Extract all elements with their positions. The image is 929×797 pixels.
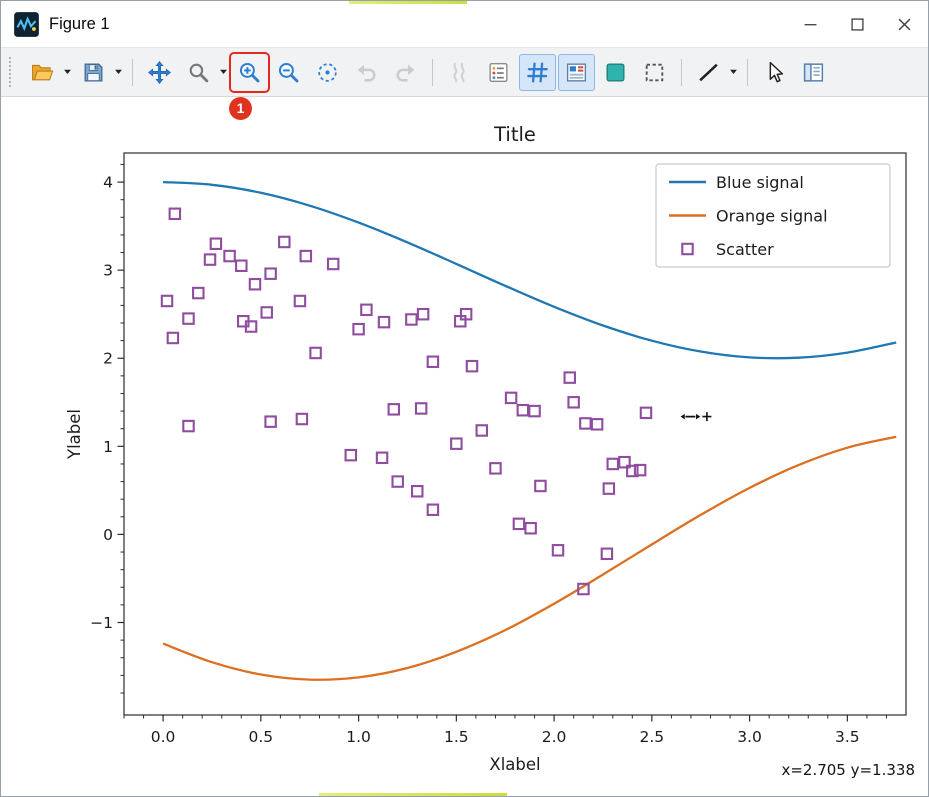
toolbar-separator bbox=[747, 58, 748, 86]
caret-down-icon bbox=[219, 63, 228, 81]
cursor-coordinates: x=2.705 y=1.338 bbox=[781, 761, 915, 779]
zoom-out-icon bbox=[276, 60, 301, 85]
panel-icon bbox=[801, 60, 826, 85]
signal-icon bbox=[447, 60, 472, 85]
subplots-button[interactable] bbox=[558, 53, 595, 91]
grid-button[interactable] bbox=[519, 53, 556, 91]
select-region-button[interactable] bbox=[636, 54, 673, 91]
toolbar: 1 bbox=[1, 47, 928, 120]
minimize-button[interactable] bbox=[787, 1, 834, 47]
parameters-icon bbox=[486, 60, 511, 85]
caret-down-icon bbox=[729, 63, 738, 81]
folder-open-icon bbox=[30, 60, 55, 85]
signal-button[interactable] bbox=[441, 54, 478, 91]
zoom-out-button[interactable] bbox=[270, 54, 307, 91]
plot-canvas[interactable] bbox=[1, 96, 928, 796]
caret-down-icon bbox=[114, 63, 123, 81]
annotation-step-badge: 1 bbox=[229, 96, 252, 120]
magnifier-icon bbox=[186, 60, 211, 85]
subplots-icon bbox=[564, 60, 589, 85]
parameters-button[interactable] bbox=[480, 54, 517, 91]
side-panel-button[interactable] bbox=[795, 54, 832, 91]
pan-icon bbox=[147, 60, 172, 85]
screen-artifact-bottom bbox=[319, 793, 507, 796]
screen-artifact-top bbox=[349, 1, 467, 4]
zoom-in-button[interactable]: 1 bbox=[229, 51, 270, 120]
pan-button[interactable] bbox=[141, 54, 178, 91]
grid-icon bbox=[525, 60, 550, 85]
toolbar-separator bbox=[132, 58, 133, 86]
zoom-in-icon bbox=[237, 60, 262, 85]
undo-button[interactable] bbox=[348, 54, 385, 91]
save-button-dropdown[interactable] bbox=[112, 55, 124, 90]
line-style-icon bbox=[696, 60, 721, 85]
zoom-tool-button[interactable] bbox=[180, 54, 217, 91]
undo-icon bbox=[354, 60, 379, 85]
redo-button[interactable] bbox=[387, 54, 424, 91]
line-style-button-dropdown[interactable] bbox=[727, 55, 739, 90]
window-controls bbox=[787, 1, 928, 47]
caret-down-icon bbox=[63, 63, 72, 81]
titlebar: Figure 1 bbox=[1, 1, 928, 47]
selection-icon bbox=[642, 60, 667, 85]
color-swatch-icon bbox=[603, 60, 628, 85]
open-button-dropdown[interactable] bbox=[61, 55, 73, 90]
toolbar-separator bbox=[432, 58, 433, 86]
toolbar-drag-handle[interactable] bbox=[9, 57, 15, 87]
fill-color-button[interactable] bbox=[597, 54, 634, 91]
matplotlib-logo-icon bbox=[13, 11, 40, 38]
window-title: Figure 1 bbox=[49, 14, 110, 33]
pointer-button[interactable] bbox=[756, 54, 793, 91]
zoom-fit-icon bbox=[315, 60, 340, 85]
pointer-icon bbox=[762, 60, 787, 85]
open-button[interactable] bbox=[24, 54, 61, 91]
toolbar-separator bbox=[681, 58, 682, 86]
zoom-tool-button-dropdown[interactable] bbox=[217, 55, 229, 90]
redo-icon bbox=[393, 60, 418, 85]
maximize-button[interactable] bbox=[834, 1, 881, 47]
save-button[interactable] bbox=[75, 54, 112, 91]
save-icon bbox=[81, 60, 106, 85]
close-button[interactable] bbox=[881, 1, 928, 47]
zoom-fit-button[interactable] bbox=[309, 54, 346, 91]
line-style-button[interactable] bbox=[690, 54, 727, 91]
